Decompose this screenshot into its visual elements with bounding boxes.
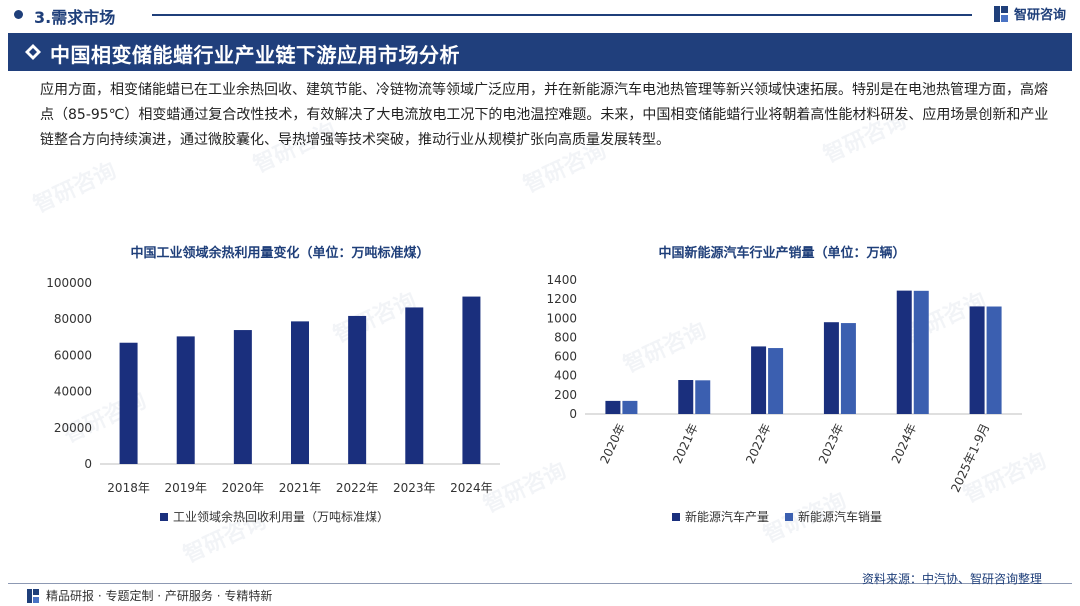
legend-swatch xyxy=(672,513,680,521)
x-tick-label: 2021年 xyxy=(279,481,322,495)
x-tick-label: 2022年 xyxy=(336,481,379,495)
bar xyxy=(405,307,424,464)
footer-tagline: 精品研报 · 专题定制 · 产研服务 · 专精特新 xyxy=(26,587,272,604)
footer-divider xyxy=(8,583,1072,584)
diamond-arrow-icon xyxy=(25,44,41,60)
bar xyxy=(840,323,856,414)
intro-paragraph: 应用方面，相变储能蜡已在工业余热回收、建筑节能、冷链物流等领域广泛应用，并在新能… xyxy=(40,82,1049,148)
legend-swatch xyxy=(160,513,168,521)
brand-small-icon xyxy=(27,588,39,603)
section-title: 3.需求市场 xyxy=(34,8,116,27)
bar xyxy=(678,380,694,414)
y-tick-label: 80000 xyxy=(54,312,92,326)
bar xyxy=(969,306,985,414)
title-banner: 中国相变储能蜡行业产业链下游应用市场分析 xyxy=(8,33,1072,71)
x-tick-label: 2023年 xyxy=(393,481,436,495)
bar xyxy=(462,296,481,464)
y-tick-label: 20000 xyxy=(54,421,92,435)
y-tick-label: 60000 xyxy=(54,348,92,362)
x-tick-label: 2018年 xyxy=(107,481,150,495)
section-divider xyxy=(152,14,972,16)
source-note: 资料来源：中汽协、智研咨询整理 xyxy=(861,572,1042,586)
top-bar: 3.需求市场 智研咨询 xyxy=(0,0,1080,30)
legend-swatch xyxy=(785,513,793,521)
x-tick-label: 2023年 xyxy=(816,421,847,465)
bar xyxy=(233,330,252,464)
x-tick-label: 2024年 xyxy=(889,421,920,465)
y-tick-label: 0 xyxy=(569,407,577,421)
bar xyxy=(622,400,638,414)
x-tick-label: 2024年 xyxy=(450,481,493,495)
x-tick-label: 2020年 xyxy=(222,481,265,495)
bar xyxy=(986,306,1002,414)
brand-logo: 智研咨询 xyxy=(993,4,1066,23)
y-tick-label: 800 xyxy=(554,330,577,344)
brand-logo-icon xyxy=(993,5,1008,22)
bar xyxy=(348,315,367,464)
bar xyxy=(768,348,784,414)
page-title: 中国相变储能蜡行业产业链下游应用市场分析 xyxy=(50,43,460,67)
bar xyxy=(823,322,839,414)
footer-tagline-text: 精品研报 · 专题定制 · 产研服务 · 专精特新 xyxy=(46,589,273,603)
y-tick-label: 1200 xyxy=(546,292,577,306)
section-dot-icon xyxy=(14,10,23,19)
bar xyxy=(291,321,309,464)
x-tick-label: 2020年 xyxy=(597,421,628,465)
y-tick-label: 1000 xyxy=(546,311,577,325)
legend-label: 新能源汽车销量 xyxy=(798,509,882,524)
bar xyxy=(913,290,929,414)
legend-label: 工业领域余热回收利用量（万吨标准煤） xyxy=(173,509,389,524)
y-tick-label: 0 xyxy=(84,457,92,471)
bar xyxy=(605,400,621,414)
x-tick-label: 2019年 xyxy=(164,481,207,495)
x-tick-label: 2025年1-9月 xyxy=(948,421,992,494)
y-tick-label: 40000 xyxy=(54,385,92,399)
y-tick-label: 1400 xyxy=(546,273,577,287)
bar xyxy=(896,290,912,414)
bar xyxy=(751,346,767,414)
x-tick-label: 2022年 xyxy=(743,421,774,465)
bar xyxy=(176,336,195,464)
x-tick-label: 2021年 xyxy=(670,421,701,465)
y-tick-label: 200 xyxy=(554,388,577,402)
chart-title: 中国新能源汽车行业产销量（单位：万辆） xyxy=(658,245,905,261)
y-tick-label: 100000 xyxy=(46,276,92,290)
chart-title: 中国工业领域余热利用量变化（单位：万吨标准煤） xyxy=(130,245,429,261)
bar xyxy=(119,342,138,464)
bar xyxy=(695,380,711,414)
y-tick-label: 600 xyxy=(554,350,577,364)
y-tick-label: 400 xyxy=(554,369,577,383)
brand-name: 智研咨询 xyxy=(1013,8,1066,23)
legend-label: 新能源汽车产量 xyxy=(685,509,769,524)
